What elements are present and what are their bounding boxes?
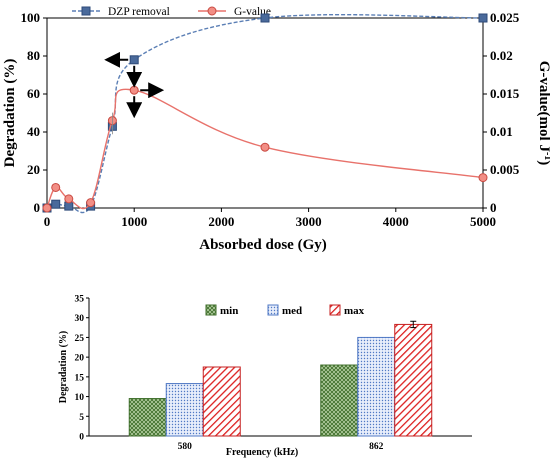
y-tick-label: 0 [34, 200, 41, 215]
dose-chart-series [42, 13, 488, 214]
y-tick-label: 0 [79, 433, 84, 443]
data-point-g-value [64, 194, 74, 204]
bar-med-580 [165, 383, 204, 437]
x-tick-label: 1000 [121, 214, 147, 229]
legend-item-dzp-removal: DZP removal [72, 6, 170, 18]
bar-min-862 [320, 364, 359, 437]
y2-tick-label: 0.005 [490, 162, 520, 177]
data-point-g-value [478, 173, 488, 183]
y-tick-label: 25 [75, 334, 85, 344]
frequency-chart-bars: 580 862 [128, 320, 433, 452]
y-tick-label: 20 [27, 162, 40, 177]
data-point-g-value [51, 182, 61, 192]
dose-chart-legend: DZP removal G-value [72, 6, 271, 18]
frequency-chart-legend: min med max [205, 304, 365, 317]
y-tick-label: 60 [27, 86, 40, 101]
bar-max-580 [202, 366, 241, 437]
legend-item-g-value: G-value [198, 6, 271, 18]
x-tick-label: 862 [369, 442, 384, 452]
dose-chart-ticks: 0 1000 2000 3000 4000 500002040608010000.0050… [21, 10, 520, 229]
frequency-chart-x-axis-title: Frequency (kHz) [226, 447, 298, 458]
frequency-chart-y-axis-title: Degradation (%) [58, 331, 69, 404]
x-tick-label: 4000 [383, 214, 409, 229]
y2-tick-label: 0 [490, 200, 497, 215]
legend-swatch-med [267, 304, 279, 316]
bar-min-580 [128, 398, 167, 437]
legend-label-max: max [344, 305, 365, 317]
data-point-g-value [86, 198, 96, 208]
y-tick-label: 10 [75, 393, 85, 403]
bar-max-862 [394, 323, 433, 437]
y-tick-label: 100 [21, 10, 41, 25]
y-tick-label: 40 [27, 124, 40, 139]
x-tick-label: 2000 [208, 214, 234, 229]
frequency-chart-ticks: 0 5 10 15 20 25 30 35 [75, 295, 89, 443]
y-tick-label: 20 [75, 354, 85, 364]
bar-med-862 [357, 336, 396, 437]
y-tick-label: 15 [75, 373, 85, 383]
legend-label-min: min [220, 305, 238, 317]
legend-label-med: med [282, 305, 302, 317]
y-tick-label: 80 [27, 48, 40, 63]
data-point-g-value [42, 203, 52, 213]
y-tick-label: 5 [79, 413, 84, 423]
data-point-dzp-removal [478, 13, 488, 23]
dose-chart-arrows [104, 51, 165, 119]
x-tick-label: 580 [178, 442, 193, 452]
y2-tick-label: 0.02 [490, 48, 513, 63]
x-tick-label: 0 [44, 214, 51, 229]
y-tick-label: 30 [75, 314, 85, 324]
data-point-dzp-removal [51, 199, 61, 209]
y2-tick-label: 0.025 [490, 10, 520, 25]
dose-chart-x-axis-title: Absorbed dose (Gy) [199, 237, 327, 253]
data-point-g-value [129, 85, 139, 95]
x-tick-label: 5000 [470, 214, 496, 229]
dose-chart-y2-axis-title: G-value(mol J-1) [536, 61, 550, 166]
y-tick-label: 35 [75, 295, 85, 305]
data-point-dzp-removal [129, 55, 139, 65]
dose-chart-y-axis-title: Degradation (%) [2, 59, 18, 168]
legend-label-dzp-removal: DZP removal [108, 6, 170, 18]
y2-tick-label: 0.015 [490, 86, 520, 101]
data-point-g-value [260, 142, 270, 152]
legend-swatch-max [329, 304, 341, 316]
legend-swatch-min [205, 304, 217, 316]
y2-tick-label: 0.01 [490, 124, 513, 139]
data-point-dzp-removal [260, 13, 270, 23]
x-tick-label: 3000 [296, 214, 322, 229]
